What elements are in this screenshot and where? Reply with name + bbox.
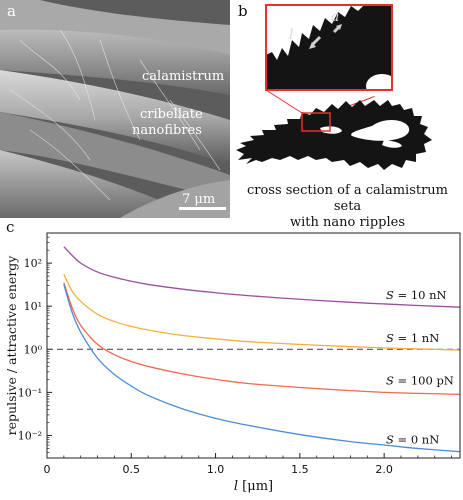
y-tick-label: 10² bbox=[24, 257, 42, 270]
dimension-arrow-l bbox=[310, 35, 322, 47]
series-label: S = 100 pN bbox=[386, 373, 454, 387]
panel-b: b l a cross section of a calamistrum set… bbox=[232, 0, 463, 230]
panel-c: c S = 10 nN S = 1 nN S = 100 pN S = 0 nN 0 0… bbox=[0, 218, 463, 500]
x-tick-label: 0 bbox=[44, 463, 51, 476]
caption-line1: cross section of a calamistrum seta bbox=[246, 183, 449, 214]
y-tick-label: 10¹ bbox=[24, 300, 42, 313]
series-line-1 bbox=[63, 246, 461, 308]
series-line-3 bbox=[63, 282, 461, 396]
inset-border bbox=[265, 4, 393, 91]
y-tick-label: 10⁻¹ bbox=[18, 386, 42, 399]
panel-a-letter: a bbox=[7, 2, 16, 20]
panel-c-letter: c bbox=[6, 218, 15, 236]
zoom-region-box bbox=[301, 112, 331, 132]
sem-micrograph: a calamistrum cribellate nanofibres 7 μm bbox=[0, 0, 230, 218]
y-tick-label: 10⁻² bbox=[18, 429, 42, 442]
calamistrum-label: calamistrum bbox=[142, 69, 225, 84]
series-line-2 bbox=[63, 274, 461, 351]
caption-line2: with nano ripples bbox=[289, 215, 405, 230]
zoom-connector-left bbox=[265, 89, 303, 114]
x-tick-label: 0.5 bbox=[123, 463, 141, 476]
x-tick-label: 1.5 bbox=[291, 463, 309, 476]
x-tick-label: 1.0 bbox=[207, 463, 225, 476]
x-axis-label: l [μm] bbox=[234, 479, 273, 494]
inset-symbol-a: a bbox=[331, 9, 340, 25]
panel-b-letter: b bbox=[238, 2, 248, 20]
sem-texture bbox=[0, 0, 230, 218]
scalebar bbox=[179, 207, 226, 210]
cribellate-label-line1: cribellate bbox=[140, 107, 203, 122]
energy-ratio-chart: S = 10 nN S = 1 nN S = 100 pN S = 0 nN 0 0.5… bbox=[4, 232, 461, 494]
plot-frame bbox=[46, 232, 461, 459]
series-label: S = 0 nN bbox=[386, 433, 439, 447]
series-label: S = 1 nN bbox=[386, 331, 439, 345]
y-axis-label: repulsive / attractive energy bbox=[4, 255, 19, 436]
seta-cross-section-figure bbox=[236, 4, 432, 170]
x-tick-label: 2.0 bbox=[375, 463, 393, 476]
seta-shape bbox=[236, 100, 432, 170]
inset-zoom bbox=[265, 4, 398, 98]
scalebar-label: 7 μm bbox=[182, 192, 216, 207]
y-tick-label: 10⁰ bbox=[24, 343, 43, 356]
inset-symbol-l: l bbox=[289, 27, 294, 43]
series-line-4 bbox=[63, 284, 461, 453]
panel-b-caption: cross section of a calamistrum seta with… bbox=[232, 183, 463, 231]
cribellate-label-line2: nanofibres bbox=[132, 123, 202, 138]
series-label: S = 10 nN bbox=[386, 288, 447, 302]
